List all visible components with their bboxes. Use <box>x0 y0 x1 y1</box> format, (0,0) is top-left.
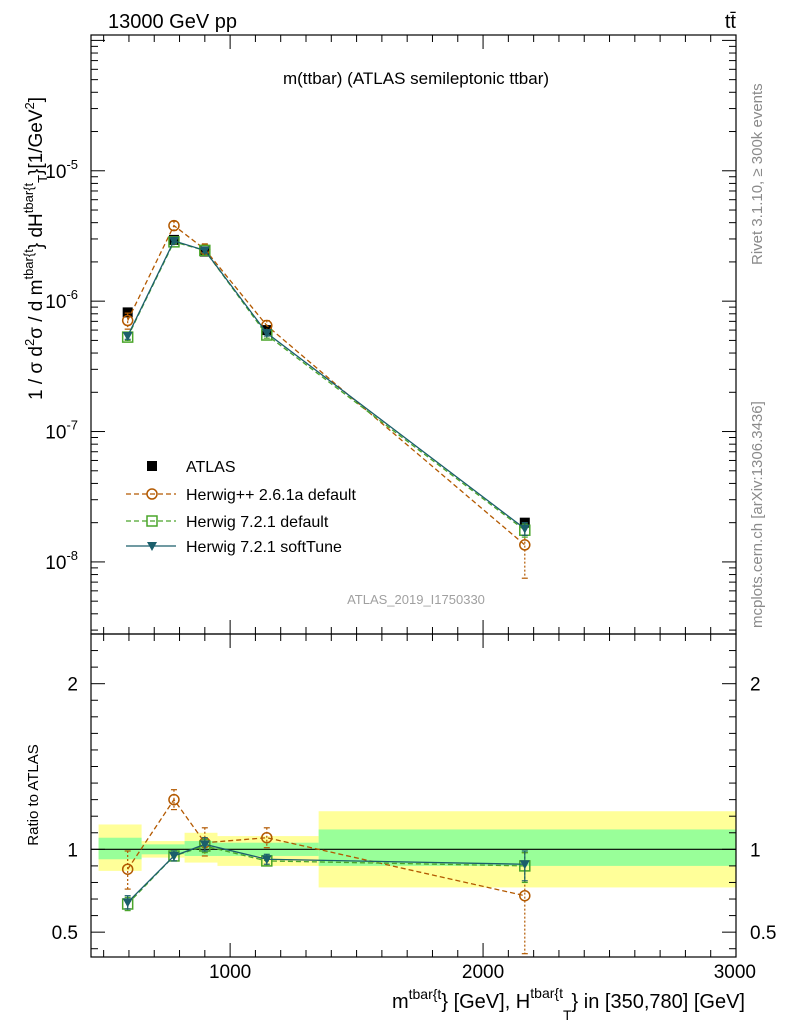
main-point-herwig-2-6-1a-default <box>121 314 134 327</box>
ratio-y-axis-label: Ratio to ATLAS <box>25 744 42 845</box>
main-y-axis: 10-8 10-7 10-6 10-5 <box>45 39 736 631</box>
ratio-point-herwig-7-2-1-softtune <box>168 851 179 861</box>
legend-entry-herwig-7-2-1-softtune: Herwig 7.2.1 softTune <box>126 539 342 556</box>
ratio-point-herwig-2-6-1a-default <box>261 831 273 844</box>
ratio-point-herwig-2-6-1a-default <box>121 863 134 875</box>
ratio-x-tick-label: 3000 <box>714 962 756 983</box>
ratio-panel: 0.5 0.5 1 1 2 2 1000 2000 3000 Ratio to ATLAS m… <box>25 633 776 1023</box>
ratio-point-herwig-2-6-1a-default <box>519 889 531 902</box>
ratio-point-herwig-7-2-1-softtune <box>199 840 210 850</box>
ratio-point-herwig-7-2-1-softtune <box>519 860 530 870</box>
legend: ATLAS Herwig++ 2.6.1a default Herwig 7.2.1… <box>126 459 356 556</box>
plot-title: m(ttbar) (ATLAS semileptonic ttbar) <box>283 69 549 88</box>
legend-marker <box>146 488 158 500</box>
legend-entry-herwig-2-6-1a-default: Herwig++ 2.6.1a default <box>126 487 356 504</box>
ratio-y-tick-label-right: 0.5 <box>750 923 776 944</box>
ratio-band-inner <box>98 837 142 860</box>
main-point-herwig-7-2-1-softtune <box>168 236 179 246</box>
analysis-label: ATLAS_2019_I1750330 <box>347 592 485 607</box>
x-axis-label: mtbar{t} [GeV], Htbar{tT} in [350,780] [… <box>392 985 745 1023</box>
ratio-band-inner <box>318 829 736 866</box>
ratio-y-tick-label: 0.5 <box>52 923 78 944</box>
ratio-y-tick-label: 2 <box>67 675 78 696</box>
main-y-axis-label: 1 / σ d2σ / d mtbar{t} dHtbar{tT}[1/GeV2… <box>21 97 50 400</box>
main-y-tick-label: 10-7 <box>45 418 78 444</box>
process-label: tt̄ <box>725 11 737 33</box>
rivet-label: Rivet 3.1.10, ≥ 300k events <box>749 83 766 265</box>
ratio-point-herwig-2-6-1a-default <box>168 793 180 806</box>
site-label: mcplots.cern.ch [arXiv:1306.3436] <box>749 401 766 628</box>
ratio-x-axis: 1000 2000 3000 <box>103 634 756 983</box>
legend-label: Herwig++ 2.6.1a default <box>186 487 356 504</box>
main-point-herwig-2-6-1a-default <box>168 219 180 232</box>
legend-label: Herwig 7.2.1 default <box>186 514 329 531</box>
legend-label: ATLAS <box>186 459 236 476</box>
ratio-plot-area <box>91 789 736 955</box>
ratio-y-tick-label-right: 2 <box>750 675 761 696</box>
ratio-y-tick-label-right: 1 <box>750 840 761 861</box>
main-panel: 10-8 10-7 10-6 10-5 m(ttbar) (ATLAS semilep… <box>21 34 737 635</box>
main-series-herwig-7-2-1-softtune <box>122 236 530 536</box>
ratio-point-herwig-7-2-1-softtune <box>122 898 133 908</box>
ratio-y-tick-label: 1 <box>67 840 78 861</box>
ratio-x-tick-label: 1000 <box>209 962 251 983</box>
ratio-frame <box>90 633 737 958</box>
main-x-axis <box>103 35 737 634</box>
legend-entry-herwig-7-2-1-default: Herwig 7.2.1 default <box>126 514 329 531</box>
main-point-herwig-7-2-1-softtune <box>519 524 530 534</box>
main-point-herwig-7-2-1-softtune <box>261 328 272 338</box>
main-point-herwig-7-2-1-softtune <box>122 332 133 342</box>
legend-entry-atlas: ATLAS <box>147 459 236 476</box>
legend-marker <box>147 461 157 471</box>
legend-marker <box>146 515 158 527</box>
ratio-x-tick-label: 2000 <box>462 962 504 983</box>
ratio-y-axis: 0.5 0.5 1 1 2 2 <box>52 650 776 950</box>
main-point-herwig-2-6-1a-default <box>519 539 531 551</box>
main-plot-area <box>121 219 531 579</box>
main-y-tick-label: 10-5 <box>45 157 78 183</box>
main-y-tick-label: 10-8 <box>45 548 78 574</box>
main-point-atlas <box>122 307 133 318</box>
main-series-atlas <box>122 234 530 528</box>
ratio-point-herwig-7-2-1-softtune <box>261 855 272 865</box>
legend-marker <box>147 542 157 551</box>
main-point-herwig-7-2-1-softtune <box>199 246 210 256</box>
ratio-series-herwig-7-2-1-softtune <box>122 837 530 910</box>
main-y-tick-label: 10-6 <box>45 287 78 313</box>
energy-label: 13000 GeV pp <box>108 11 237 33</box>
legend-label: Herwig 7.2.1 softTune <box>186 539 342 556</box>
